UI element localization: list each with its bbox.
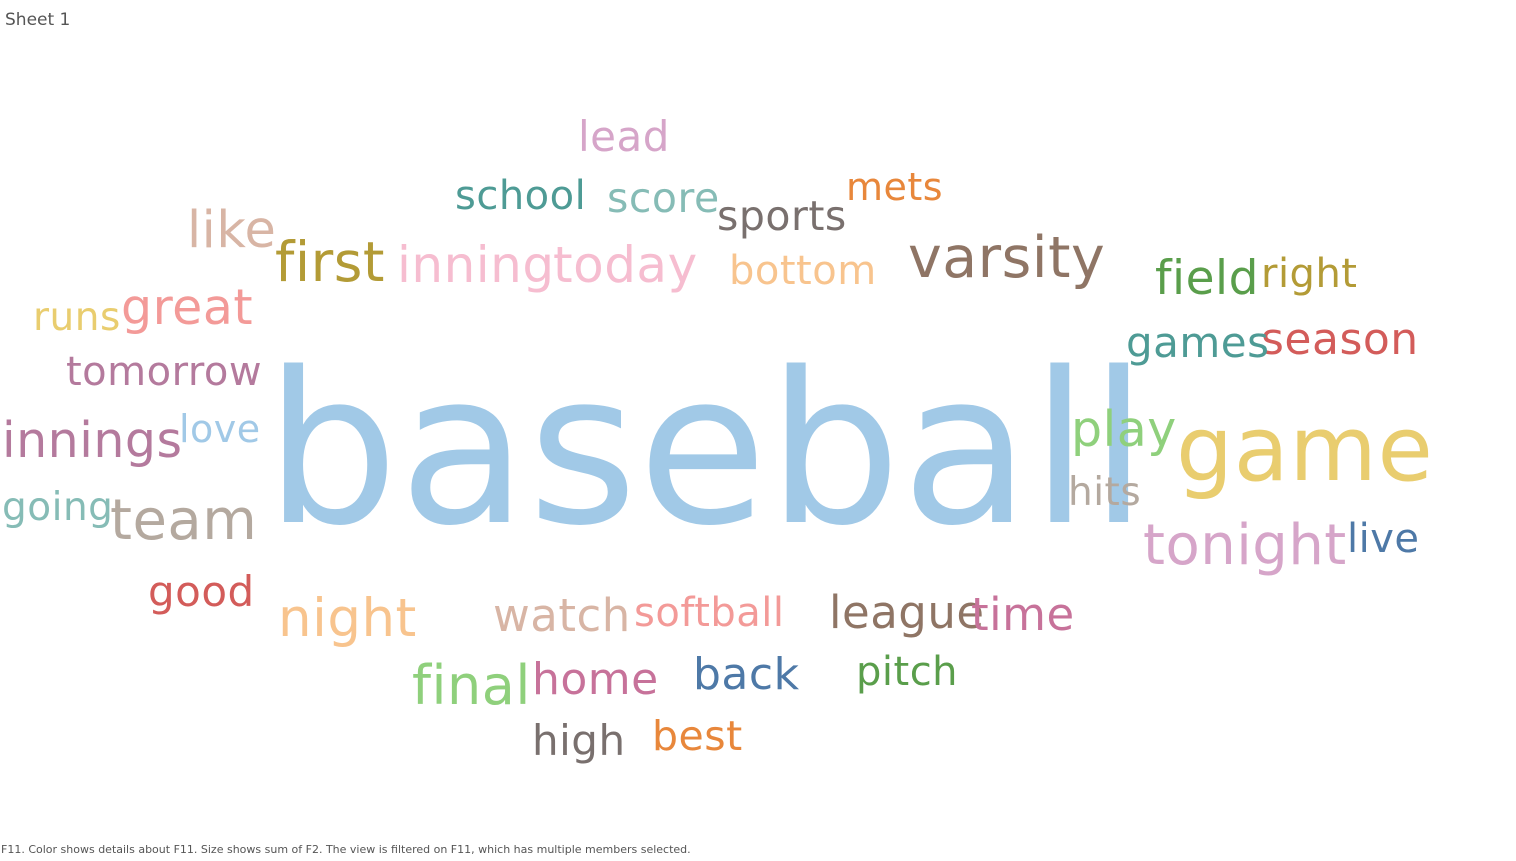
word-team: team xyxy=(110,488,258,553)
word-today: today xyxy=(553,236,698,294)
word-mets: mets xyxy=(846,165,944,209)
word-live: live xyxy=(1347,516,1420,562)
word-right: right xyxy=(1261,251,1358,297)
word-baseball: baseball xyxy=(265,327,1149,572)
word-league: league xyxy=(829,586,985,639)
word-tonight: tonight xyxy=(1143,513,1347,578)
word-inning: inning xyxy=(397,236,555,294)
word-game: game xyxy=(1176,397,1434,502)
word-night: night xyxy=(278,588,417,649)
word-watch: watch xyxy=(493,589,631,642)
word-play: play xyxy=(1071,401,1177,458)
word-score: score xyxy=(607,174,720,222)
word-home: home xyxy=(532,654,659,705)
word-first: first xyxy=(275,230,385,294)
word-innings: innings xyxy=(2,412,183,469)
word-great: great xyxy=(121,279,254,336)
word-high: high xyxy=(532,716,626,765)
word-like: like xyxy=(187,201,277,260)
word-hits: hits xyxy=(1068,470,1142,515)
word-pitch: pitch xyxy=(856,649,959,695)
sheet-title: Sheet 1 xyxy=(5,10,71,30)
word-best: best xyxy=(652,712,743,760)
word-good: good xyxy=(148,567,255,616)
word-varsity: varsity xyxy=(908,225,1106,291)
word-sports: sports xyxy=(717,192,847,240)
word-school: school xyxy=(455,173,587,219)
word-season: season xyxy=(1261,314,1419,365)
word-final: final xyxy=(412,654,531,717)
word-lead: lead xyxy=(578,112,670,161)
chart-caption: F11. Color shows details about F11. Size… xyxy=(1,843,691,856)
word-bottom: bottom xyxy=(729,248,877,294)
word-softball: softball xyxy=(634,590,785,636)
word-runs: runs xyxy=(33,295,121,340)
word-going: going xyxy=(2,485,114,530)
word-back: back xyxy=(693,649,800,700)
word-love: love xyxy=(179,407,261,451)
word-tomorrow: tomorrow xyxy=(66,349,263,395)
word-games: games xyxy=(1126,318,1270,367)
word-field: field xyxy=(1155,251,1259,306)
word-time: time xyxy=(971,588,1075,641)
